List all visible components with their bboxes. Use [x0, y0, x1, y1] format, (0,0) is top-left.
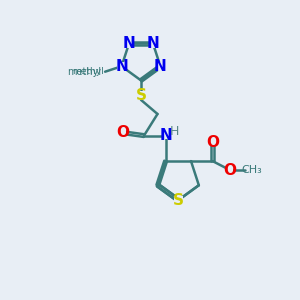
- Bar: [209, 139, 216, 146]
- Text: N: N: [154, 59, 167, 74]
- Text: O: O: [224, 163, 236, 178]
- Text: N: N: [115, 59, 128, 74]
- Bar: [174, 196, 183, 205]
- Bar: [156, 62, 165, 70]
- Bar: [149, 39, 157, 48]
- Text: N: N: [123, 36, 135, 51]
- Bar: [125, 39, 133, 48]
- Text: N: N: [147, 36, 159, 51]
- Text: CH₃: CH₃: [241, 165, 262, 175]
- Bar: [227, 166, 233, 174]
- Bar: [162, 132, 169, 139]
- Text: S: S: [136, 88, 146, 103]
- Text: O: O: [206, 135, 219, 150]
- Text: O: O: [116, 125, 129, 140]
- Text: H: H: [170, 125, 179, 139]
- Text: methyl: methyl: [68, 67, 101, 77]
- Bar: [119, 129, 126, 136]
- Text: N: N: [159, 128, 172, 143]
- Bar: [137, 91, 145, 100]
- Text: methyl: methyl: [72, 67, 104, 76]
- Bar: [117, 62, 126, 70]
- Text: S: S: [173, 193, 184, 208]
